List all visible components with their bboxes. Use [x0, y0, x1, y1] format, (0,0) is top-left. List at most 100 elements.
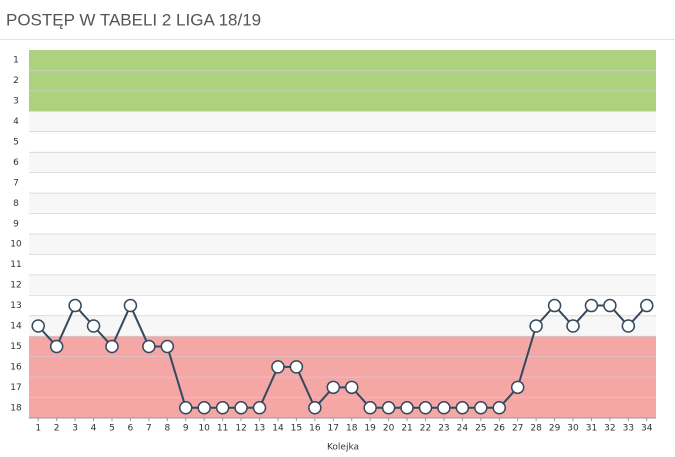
point-marker [271, 360, 285, 374]
x-tick-label: 26 [494, 424, 506, 434]
x-tick-label: 27 [512, 424, 523, 434]
y-tick-label: 14 [10, 322, 22, 332]
y-tick-label: 7 [13, 178, 19, 188]
x-tick-label: 28 [530, 424, 542, 434]
point-marker [179, 401, 193, 415]
zone-row [29, 50, 656, 71]
x-tick-label: 16 [309, 424, 321, 434]
point-marker [308, 401, 322, 415]
y-tick-label: 11 [10, 260, 21, 270]
zone-row [29, 336, 656, 357]
x-tick-label: 34 [641, 424, 653, 434]
y-tick-label: 17 [10, 383, 21, 393]
y-tick-label: 16 [10, 362, 22, 372]
point-marker [215, 401, 230, 415]
point-marker [400, 401, 414, 415]
series-line [37, 303, 648, 410]
zone-row [29, 70, 656, 91]
x-tick-label: 17 [328, 424, 339, 434]
point-marker [49, 339, 64, 354]
point-marker [252, 401, 267, 415]
point-marker [584, 298, 599, 313]
zone-row [29, 131, 656, 153]
point-marker [566, 319, 580, 333]
point-marker [381, 401, 396, 415]
y-tick-label: 6 [13, 158, 19, 168]
x-tick-label: 19 [364, 424, 376, 434]
zone-row [29, 90, 656, 112]
x-tick-label: 15 [291, 424, 302, 434]
x-tick-label: 14 [272, 424, 284, 434]
y-tick-label: 5 [13, 138, 19, 148]
x-tick-label: 11 [217, 424, 228, 434]
x-tick-label: 29 [549, 424, 561, 434]
x-tick-label: 7 [146, 424, 152, 434]
zone-row [29, 274, 656, 296]
y-tick-label: 10 [10, 240, 22, 250]
point-marker [289, 360, 304, 374]
point-marker [363, 401, 377, 415]
x-tick-label: 5 [109, 424, 115, 434]
x-tick-label: 8 [164, 424, 170, 434]
y-tick-label: 15 [10, 342, 21, 352]
point-marker [474, 401, 488, 415]
zone-row [29, 234, 656, 255]
point-marker [455, 401, 470, 415]
chart-title: POSTĘP W TABELI 2 LIGA 18/19 [6, 10, 261, 29]
zone-row [29, 397, 656, 418]
x-tick-label: 18 [346, 424, 358, 434]
x-tick-label: 6 [128, 424, 134, 434]
x-tick-label: 31 [586, 424, 597, 434]
x-axis-label: Kolejka [327, 443, 359, 453]
y-tick-label: 18 [10, 403, 22, 413]
zone-row [29, 172, 656, 194]
zone-row [29, 295, 656, 316]
y-tick-label: 3 [13, 97, 19, 107]
point-marker [326, 380, 341, 395]
point-marker [603, 298, 617, 313]
point-marker [86, 319, 101, 333]
x-tick-label: 13 [254, 424, 265, 434]
x-tick-label: 33 [623, 424, 634, 434]
point-marker [123, 298, 138, 313]
point-marker [105, 339, 119, 354]
point-marker [68, 298, 82, 313]
zone-row [29, 213, 656, 234]
point-marker [234, 401, 248, 415]
y-tick-label: 12 [10, 281, 21, 291]
y-tick-label: 13 [10, 301, 21, 311]
x-tick-label: 25 [475, 424, 486, 434]
x-tick-label: 1 [35, 424, 41, 434]
x-tick-label: 32 [604, 424, 615, 434]
y-tick-label: 8 [13, 199, 19, 209]
zone-row [29, 315, 656, 337]
point-marker [31, 319, 45, 333]
zone-row [29, 254, 656, 275]
x-tick-label: 2 [54, 424, 60, 434]
zone-row [29, 193, 656, 214]
point-marker [437, 401, 451, 415]
zone-row [29, 356, 656, 378]
x-tick-label: 10 [198, 424, 210, 434]
y-tick-label: 2 [13, 76, 19, 86]
point-marker [510, 380, 525, 395]
point-marker [492, 401, 506, 415]
x-tick-label: 23 [438, 424, 449, 434]
y-tick-label: 9 [13, 219, 19, 229]
point-marker [529, 319, 543, 333]
point-marker [197, 401, 211, 415]
y-tick-label: 4 [13, 117, 19, 127]
x-tick-label: 12 [235, 424, 246, 434]
point-marker [621, 319, 636, 333]
x-tick-label: 21 [401, 424, 412, 434]
x-tick-label: 30 [567, 424, 579, 434]
zone-row [29, 152, 656, 173]
x-tick-label: 9 [183, 424, 189, 434]
point-marker [160, 339, 175, 354]
x-tick-label: 22 [420, 424, 431, 434]
point-marker [418, 401, 433, 415]
x-tick-label: 4 [91, 424, 97, 434]
point-marker [640, 298, 654, 313]
y-tick-label: 1 [13, 56, 19, 66]
